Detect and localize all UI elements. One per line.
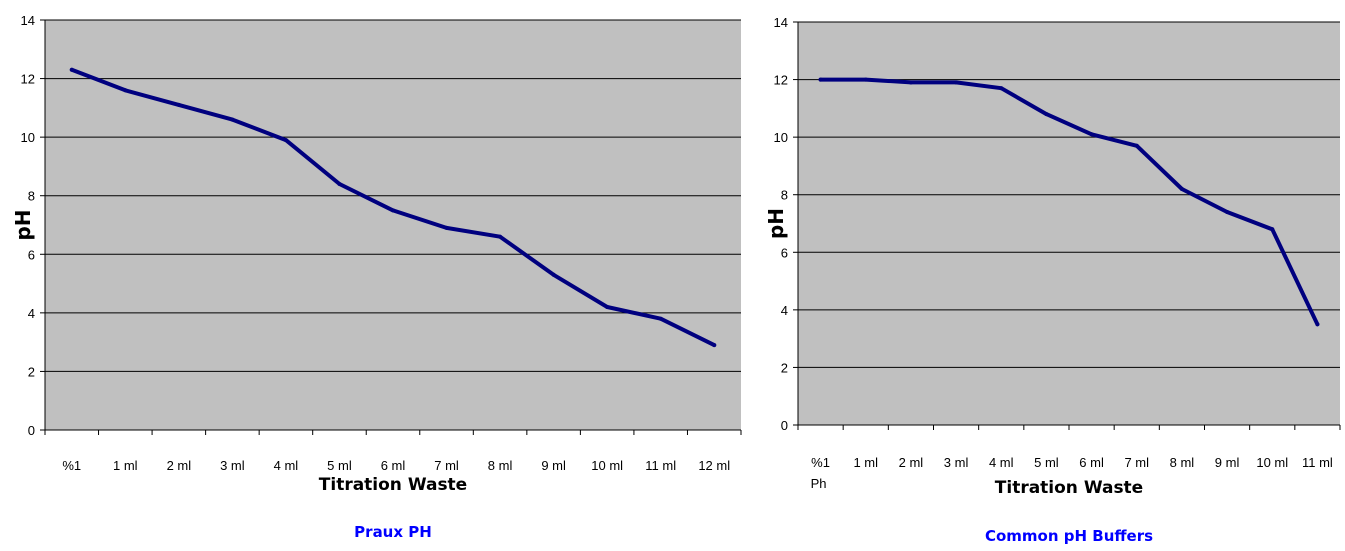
praux-data-point [283, 138, 288, 143]
praux-data-point [176, 102, 181, 107]
common-ph-buffers-chart-svg: 0 2 4 6 8 10 12 14 %1 1 ml 2 ml 3 ml 4 ml 5 ml 6 ml 7 m… [764, 15, 1341, 545]
praux-data-point [391, 208, 395, 213]
praux-y-tick-label: 4 [28, 306, 35, 321]
buffers-y-tick-label: 6 [781, 245, 788, 260]
buffers-y-tick-label: 10 [774, 130, 788, 145]
praux-chart-title: Praux PH [354, 523, 432, 541]
buffers-data-point [1270, 227, 1275, 232]
buffers-data-point [954, 80, 959, 85]
buffers-data-point [999, 86, 1004, 91]
buffers-chart-title: Common pH Buffers [985, 527, 1153, 545]
praux-ph-chart: 0 2 4 6 8 10 12 14 %1 1 ml 2 ml 3 ml 4 ml 5 ml 6 ml 7 m… [11, 13, 742, 541]
praux-x-tick-label: 4 ml [274, 458, 299, 473]
buffers-x-tick-label: 4 ml [989, 455, 1014, 470]
praux-plot-area [45, 20, 741, 430]
praux-x-tick-label: 6 ml [381, 458, 406, 473]
praux-x-tick-label: 1 ml [113, 458, 138, 473]
common-ph-buffers-chart: 0 2 4 6 8 10 12 14 %1 1 ml 2 ml 3 ml 4 ml 5 ml 6 ml 7 m… [755, 0, 1345, 551]
buffers-y-tick-label: 12 [774, 73, 788, 88]
praux-data-point [444, 225, 449, 230]
praux-data-point [69, 67, 74, 72]
buffers-data-point [1179, 186, 1184, 191]
praux-y-tick-label: 8 [28, 189, 35, 204]
buffers-plot-area [798, 22, 1340, 425]
praux-data-point [230, 117, 235, 122]
buffers-data-point [863, 77, 868, 82]
buffers-x-tick-label: 8 ml [1170, 455, 1195, 470]
praux-y-tick-label: 6 [28, 247, 35, 262]
buffers-x-tick-label: 3 ml [944, 455, 969, 470]
praux-data-point [337, 182, 342, 186]
praux-y-tick-label: 0 [28, 423, 35, 438]
buffers-x-tick-label: %1 [811, 455, 830, 470]
praux-x-tick-label: 7 ml [434, 458, 459, 473]
buffers-x-tick-label: 6 ml [1079, 455, 1104, 470]
praux-y-tick-label: 12 [21, 72, 35, 87]
praux-x-axis-title: Titration Waste [319, 475, 467, 495]
praux-data-point [605, 305, 610, 309]
praux-y-tick-label: 14 [21, 13, 35, 28]
buffers-x-tick-label: 9 ml [1215, 455, 1240, 470]
praux-data-point [658, 316, 663, 321]
buffers-x-tick-label: 5 ml [1034, 455, 1059, 470]
praux-y-tick-label: 10 [21, 130, 35, 145]
praux-x-tick-label: %1 [62, 458, 81, 473]
buffers-data-point [1225, 209, 1230, 214]
buffers-series-line [818, 77, 1320, 327]
buffers-x-tick-label: 7 ml [1124, 455, 1149, 470]
buffers-y-tick-label: 0 [781, 418, 788, 433]
praux-y-tick-label: 2 [28, 364, 35, 379]
buffers-data-point [1044, 112, 1049, 117]
buffers-x-tick-label: 1 ml [853, 455, 878, 470]
praux-data-point [551, 272, 556, 277]
buffers-data-point [1134, 143, 1139, 148]
praux-data-point [712, 343, 717, 348]
praux-data-point [498, 234, 503, 239]
buffers-x-tick-label: 11 ml [1302, 455, 1333, 470]
buffers-y-tick-label: 14 [774, 15, 788, 30]
buffers-y-tick-label: 2 [781, 360, 788, 375]
praux-x-tick-label: 9 ml [541, 458, 566, 473]
buffers-y-tick-label: 8 [781, 188, 788, 203]
buffers-data-point [818, 77, 823, 82]
buffers-x-tick-label: 10 ml [1256, 455, 1288, 470]
praux-x-tick-label: 10 ml [591, 458, 623, 473]
praux-x-tick-label: 8 ml [488, 458, 513, 473]
buffers-y-axis-label: pH [764, 208, 788, 239]
praux-x-tick-label: 5 ml [327, 458, 352, 473]
praux-x-tick-label: 12 ml [698, 458, 730, 473]
buffers-data-point [1089, 132, 1094, 137]
buffers-x-tick-label: 2 ml [899, 455, 924, 470]
buffers-x-axis-title: Titration Waste [995, 478, 1143, 498]
buffers-data-point [1315, 322, 1320, 327]
praux-x-tick-label: 11 ml [645, 458, 676, 473]
praux-ph-chart-svg: 0 2 4 6 8 10 12 14 %1 1 ml 2 ml 3 ml 4 ml 5 ml 6 ml 7 m… [11, 13, 742, 541]
buffers-data-point [908, 80, 913, 85]
buffers-x-tick-sublabel: Ph [811, 476, 827, 491]
buffers-y-tick-label: 4 [781, 303, 788, 318]
praux-x-tick-label: 2 ml [167, 458, 192, 473]
praux-y-axis-label: pH [11, 209, 35, 240]
praux-x-tick-label: 3 ml [220, 458, 245, 473]
praux-data-point [123, 88, 128, 93]
